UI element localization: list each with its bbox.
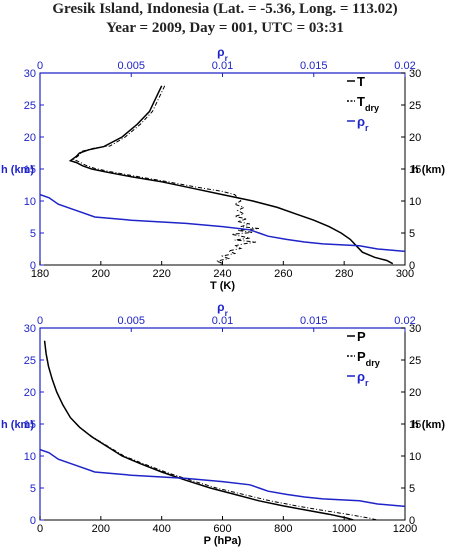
x-tick-label: 600 (213, 523, 231, 535)
y-tick-label-left: 25 (24, 355, 36, 367)
y-tick-label-right: 10 (409, 196, 421, 208)
legend-entry: Pdry (357, 349, 381, 368)
legend-entry: Tdry (357, 94, 380, 113)
y-tick-label-right: 20 (409, 387, 421, 399)
legend-entry: T (357, 74, 365, 89)
y-tick-label-left: 10 (24, 196, 36, 208)
y-tick-label-left: 25 (24, 100, 36, 112)
y-tick-label-right: 25 (409, 355, 421, 367)
series-line-Tdry (72, 85, 260, 265)
x-tick-label: 180 (31, 268, 49, 280)
x-tick-label: 240 (213, 268, 231, 280)
x-axis-label: T (K) (210, 280, 235, 292)
y-axis-label-right: h (km) (412, 419, 445, 431)
top-x-tick-label: 0.015 (300, 60, 328, 72)
series-line-ρr (40, 448, 405, 508)
y-tick-label-right: 30 (409, 68, 421, 80)
y-tick-label-left: 0 (30, 515, 36, 527)
top-x-tick-label: 0 (37, 315, 43, 327)
y-tick-label-right: 5 (409, 228, 415, 240)
y-tick-label-right: 20 (409, 132, 421, 144)
x-tick-label: 0 (37, 523, 43, 535)
x-tick-label: 1000 (332, 523, 356, 535)
x-tick-label: 280 (335, 268, 353, 280)
x-tick-label: 1200 (393, 523, 417, 535)
top-x-tick-label: 0.02 (394, 315, 415, 327)
top-x-tick-label: 0.005 (117, 60, 145, 72)
y-tick-label-left: 10 (24, 451, 36, 463)
x-tick-label: 800 (274, 523, 292, 535)
x-tick-label: 300 (396, 268, 414, 280)
y-tick-label-left: 0 (30, 260, 36, 272)
series-line-P (43, 340, 354, 520)
y-tick-label-left: 20 (24, 132, 36, 144)
top-x-tick-label: 0.015 (300, 315, 328, 327)
x-tick-label: 200 (92, 268, 110, 280)
top-x-tick-label: 0.01 (212, 60, 233, 72)
top-x-axis-label: ρr (217, 45, 228, 63)
x-axis-label: P (hPa) (204, 535, 242, 547)
x-tick-label: 260 (274, 268, 292, 280)
top-x-tick-label: 0 (37, 60, 43, 72)
y-tick-label-right: 25 (409, 100, 421, 112)
x-tick-label: 400 (152, 523, 170, 535)
series-line-T (68, 85, 394, 265)
y-tick-label-right: 0 (409, 260, 415, 272)
y-tick-label-left: 15 (24, 164, 36, 176)
y-tick-label-right: 10 (409, 451, 421, 463)
top-x-tick-label: 0.01 (212, 315, 233, 327)
y-tick-label-left: 5 (30, 228, 36, 240)
y-tick-label-left: 20 (24, 387, 36, 399)
y-tick-label-right: 5 (409, 483, 415, 495)
y-tick-label-right: 30 (409, 323, 421, 335)
y-tick-label-right: 0 (409, 515, 415, 527)
y-axis-label-left: h (km) (1, 164, 34, 176)
top-x-tick-label: 0.005 (117, 315, 145, 327)
top-x-axis-label: ρr (217, 300, 228, 318)
x-tick-label: 200 (92, 523, 110, 535)
y-axis-label-left: h (km) (1, 419, 34, 431)
y-tick-label-left: 30 (24, 68, 36, 80)
y-tick-label-left: 5 (30, 483, 36, 495)
figure-subtitle: Year = 2009, Day = 001, UTC = 03:31 (106, 20, 344, 36)
y-axis-label-right: h (km) (412, 164, 445, 176)
series-line-ρr (40, 193, 405, 253)
legend-entry: ρr (357, 114, 369, 133)
legend-entry: ρr (357, 369, 369, 388)
x-tick-label: 220 (152, 268, 170, 280)
y-tick-label-right: 15 (409, 164, 421, 176)
figure-title: Gresik Island, Indonesia (Lat. = -5.36, … (52, 1, 398, 17)
top-x-tick-label: 0.02 (394, 60, 415, 72)
legend-entry: P (357, 329, 366, 344)
y-tick-label-right: 15 (409, 419, 421, 431)
y-tick-label-left: 30 (24, 323, 36, 335)
y-tick-label-left: 15 (24, 419, 36, 431)
series-line-Pdry (44, 340, 378, 520)
